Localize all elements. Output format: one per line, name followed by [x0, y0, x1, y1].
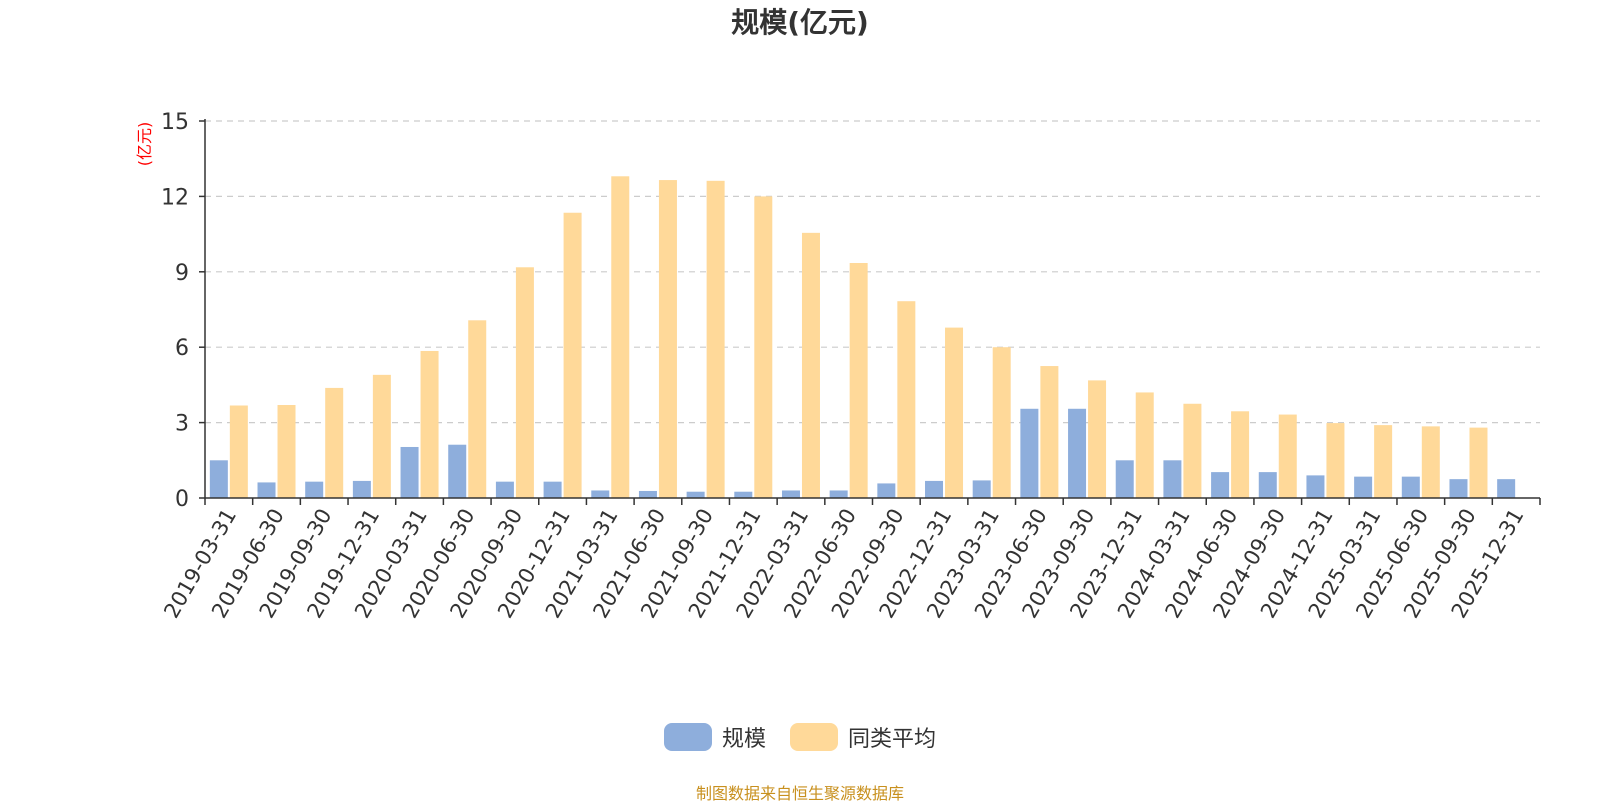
legend-item-scale[interactable]: 规模 — [663, 721, 766, 753]
bar-peer-average[interactable] — [1469, 427, 1488, 498]
bar-peer-average[interactable] — [420, 350, 439, 498]
y-tick-label: 0 — [175, 487, 189, 512]
bar-scale[interactable] — [829, 490, 848, 498]
bar-scale[interactable] — [1449, 479, 1468, 498]
bar-scale[interactable] — [1163, 460, 1182, 498]
bar-peer-average[interactable] — [1135, 392, 1154, 498]
bar-scale[interactable] — [1115, 460, 1134, 498]
bar-scale[interactable] — [972, 480, 991, 498]
bar-peer-average[interactable] — [754, 196, 773, 498]
bar-scale[interactable] — [495, 481, 514, 498]
bar-peer-average[interactable] — [992, 347, 1011, 498]
bar-peer-average[interactable] — [1231, 411, 1250, 498]
bar-peer-average[interactable] — [945, 327, 964, 498]
bar-peer-average[interactable] — [706, 180, 725, 499]
y-tick-label: 9 — [175, 261, 189, 286]
chart-title: 规模(亿元) — [731, 6, 869, 39]
bar-scale[interactable] — [1020, 408, 1039, 498]
bar-peer-average[interactable] — [277, 405, 296, 498]
legend-swatch-scale — [663, 723, 712, 751]
bar-scale[interactable] — [638, 490, 657, 498]
y-tick-labels: 0 3 6 9 12 15 — [161, 110, 205, 512]
bar-peer-average[interactable] — [1326, 423, 1345, 498]
bar-scale[interactable] — [781, 490, 800, 498]
bar-scale[interactable] — [1068, 408, 1087, 498]
bar-peer-average[interactable] — [325, 387, 344, 498]
bar-peer-average[interactable] — [897, 301, 916, 498]
bar-scale[interactable] — [1497, 479, 1516, 498]
bar-peer-average[interactable] — [229, 405, 248, 498]
bar-scale[interactable] — [400, 446, 419, 498]
bar-peer-average[interactable] — [563, 212, 582, 498]
bar-scale[interactable] — [543, 481, 562, 498]
bar-scale[interactable] — [925, 480, 944, 498]
bar-peer-average[interactable] — [468, 320, 487, 498]
bar-scale[interactable] — [305, 481, 324, 498]
bar-scale[interactable] — [591, 490, 610, 498]
bar-scale[interactable] — [877, 483, 896, 498]
bar-peer-average[interactable] — [658, 180, 677, 498]
y-tick-label: 15 — [161, 110, 189, 135]
legend-label-scale: 规模 — [721, 727, 766, 752]
bar-peer-average[interactable] — [515, 267, 534, 498]
bar-peer-average[interactable] — [1374, 425, 1393, 498]
bar-peer-average[interactable] — [1088, 380, 1107, 498]
bar-peer-average[interactable] — [1183, 403, 1202, 498]
bar-scale[interactable] — [209, 460, 228, 498]
bar-scale[interactable] — [686, 491, 705, 498]
bar-scale[interactable] — [352, 480, 371, 498]
bar-peer-average[interactable] — [801, 232, 820, 499]
legend-swatch-peer-average — [790, 723, 838, 751]
bar-scale[interactable] — [448, 444, 467, 498]
bar-scale[interactable] — [734, 491, 753, 498]
bar-peer-average[interactable] — [849, 263, 868, 498]
bar-peer-average[interactable] — [1278, 414, 1297, 498]
legend-item-peer-average[interactable]: 同类平均 — [790, 721, 936, 753]
grid-lines — [205, 120, 1540, 424]
bar-peer-average[interactable] — [1040, 366, 1059, 498]
y-tick-label: 6 — [175, 336, 189, 361]
bar-scale[interactable] — [1401, 476, 1420, 498]
bar-peer-average[interactable] — [611, 176, 630, 498]
bar-scale[interactable] — [1258, 472, 1277, 498]
legend-label-peer-average: 同类平均 — [848, 727, 937, 752]
bar-scale[interactable] — [1354, 476, 1373, 498]
y-tick-label: 3 — [175, 412, 189, 437]
bar-peer-average[interactable] — [372, 374, 391, 498]
bar-peer-average[interactable] — [1421, 426, 1440, 498]
bar-scale[interactable] — [257, 482, 276, 498]
bar-scale[interactable] — [1211, 472, 1230, 498]
y-tick-label: 12 — [161, 185, 189, 210]
bar-scale[interactable] — [1306, 475, 1325, 498]
x-tick-labels: 2019-03-312019-06-302019-09-302019-12-31… — [159, 498, 1541, 622]
bars — [209, 176, 1516, 499]
data-source-note: 制图数据来自恒生聚源数据库 — [695, 784, 904, 803]
legend: 规模 同类平均 — [0, 720, 1600, 754]
y-axis-label: (亿元) — [135, 122, 154, 167]
